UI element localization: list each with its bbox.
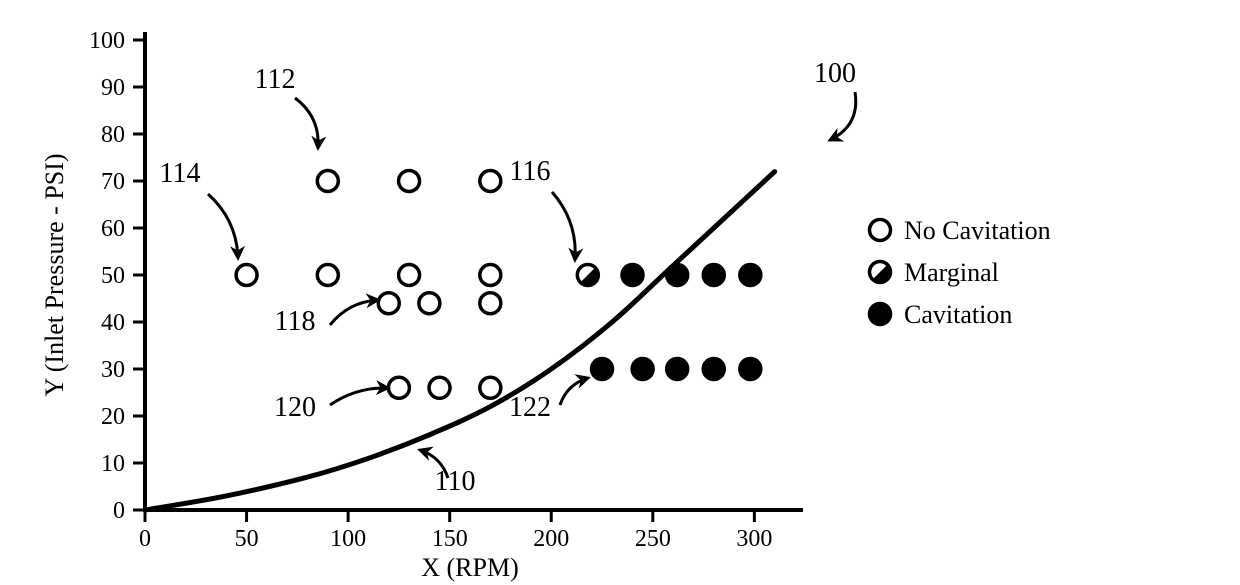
- marker-cavitation: [667, 265, 688, 286]
- callout-arrow: [830, 92, 856, 140]
- x-tick-label: 150: [432, 526, 468, 552]
- callout-arrow: [208, 194, 238, 258]
- callout-label: 112: [255, 64, 296, 95]
- y-tick-label: 40: [101, 310, 125, 336]
- marker-no_cavitation: [480, 377, 501, 398]
- marker-no_cavitation: [480, 293, 501, 314]
- boundary-curve: [145, 172, 775, 510]
- x-tick-label: 0: [139, 526, 151, 552]
- marker-legend-solid: [870, 304, 891, 325]
- marker-no_cavitation: [419, 293, 440, 314]
- marker-no_cavitation: [399, 171, 420, 192]
- marker-legend-half: [870, 262, 891, 283]
- x-tick-label: 50: [235, 526, 259, 552]
- marker-no_cavitation: [317, 171, 338, 192]
- legend: No Cavitation Marginal Cavitation: [870, 216, 1051, 329]
- marker-no_cavitation: [429, 377, 450, 398]
- legend-label: Marginal: [904, 258, 999, 287]
- y-tick-label: 80: [101, 122, 125, 148]
- y-tick-label: 100: [89, 28, 125, 54]
- cavitation-scatter-chart: 0 50 100 150 200 250 300 0 10 20 30 40 50 60 70 80 90 100…: [0, 0, 1240, 585]
- marker-cavitation: [703, 359, 724, 380]
- callout-arrow: [560, 378, 588, 405]
- marker-cavitation: [622, 265, 643, 286]
- y-tick-label: 0: [113, 498, 125, 524]
- y-tick-label: 30: [101, 357, 125, 383]
- callout-label: 120: [274, 392, 316, 423]
- y-tick-label: 10: [101, 451, 125, 477]
- y-tick-label: 50: [101, 263, 125, 289]
- callout-label: 122: [509, 392, 551, 423]
- callout-arrow: [330, 300, 378, 325]
- y-tick-label: 70: [101, 169, 125, 195]
- legend-label: Cavitation: [904, 300, 1012, 329]
- marker-legend-open: [870, 220, 891, 241]
- marker-cavitation: [740, 265, 761, 286]
- marker-cavitation: [592, 359, 613, 380]
- legend-label: No Cavitation: [904, 216, 1051, 245]
- marker-marginal: [577, 265, 598, 286]
- marker-no_cavitation: [236, 265, 257, 286]
- callout-label: 116: [510, 156, 551, 187]
- callout-arrow: [552, 192, 575, 260]
- y-tick-label: 60: [101, 216, 125, 242]
- marker-cavitation: [667, 359, 688, 380]
- x-tick-label: 250: [635, 526, 671, 552]
- callout-label: 110: [435, 466, 476, 497]
- y-tick-label: 20: [101, 404, 125, 430]
- marker-no_cavitation: [317, 265, 338, 286]
- marker-cavitation: [632, 359, 653, 380]
- series: [236, 171, 761, 399]
- x-tick-label: 300: [736, 526, 772, 552]
- callout-arrow: [295, 98, 318, 148]
- callout-arrow: [330, 388, 388, 405]
- callout-label: 100: [814, 58, 856, 89]
- x-tick-label: 200: [533, 526, 569, 552]
- marker-no_cavitation: [388, 377, 409, 398]
- y-tick-label: 90: [101, 75, 125, 101]
- marker-no_cavitation: [399, 265, 420, 286]
- x-axis-label: X (RPM): [421, 553, 519, 582]
- marker-no_cavitation: [480, 171, 501, 192]
- x-tick-label: 100: [330, 526, 366, 552]
- marker-cavitation: [740, 359, 761, 380]
- marker-no_cavitation: [480, 265, 501, 286]
- callout-label: 118: [275, 306, 316, 337]
- y-axis-label: Y (Inlet Pressure - PSI): [40, 153, 69, 396]
- chart-container: 0 50 100 150 200 250 300 0 10 20 30 40 50 60 70 80 90 100…: [0, 0, 1240, 585]
- callout-label: 114: [160, 158, 201, 189]
- marker-cavitation: [703, 265, 724, 286]
- marker-no_cavitation: [378, 293, 399, 314]
